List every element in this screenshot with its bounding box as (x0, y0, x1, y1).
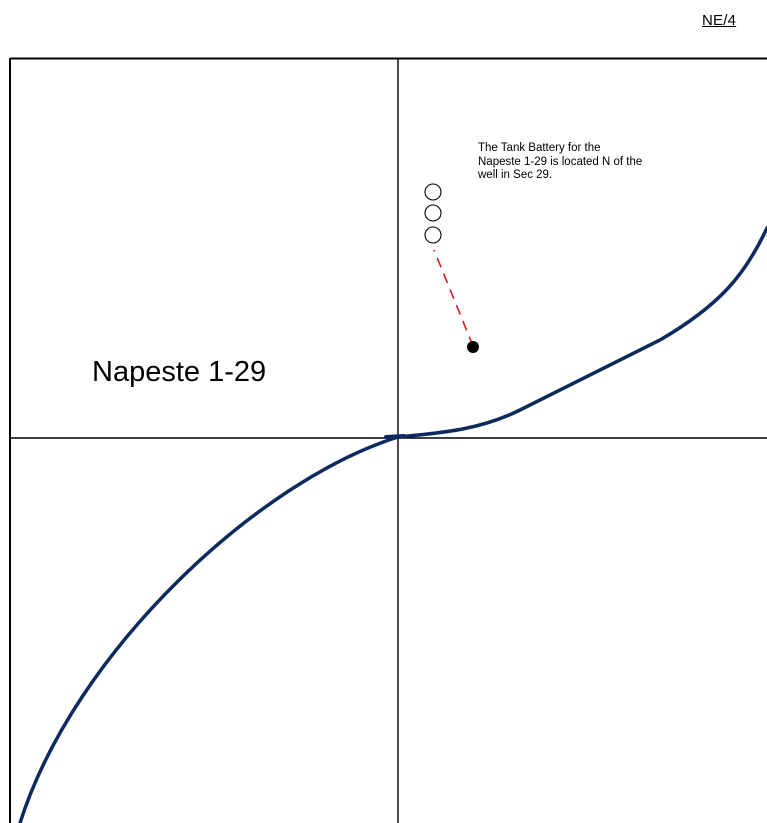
tank-battery-note: The Tank Battery for the Napeste 1-29 is… (478, 142, 728, 183)
well-icon (467, 341, 479, 353)
note-line: well in Sec 29. (478, 169, 553, 181)
well-name-label: Napeste 1-29 (92, 356, 267, 388)
tank-icon (424, 183, 442, 201)
note-line: Napeste 1-29 is located N of the (478, 155, 643, 168)
tank-battery (424, 183, 442, 244)
tank-icon (424, 204, 442, 222)
note-line: The Tank Battery for the (478, 142, 601, 154)
quarter-section-label: NE/4 (702, 12, 737, 29)
flowline (433, 249, 474, 347)
tank-icon (424, 226, 442, 244)
road-line (18, 226, 767, 823)
road-junction-tick (384, 434, 406, 439)
